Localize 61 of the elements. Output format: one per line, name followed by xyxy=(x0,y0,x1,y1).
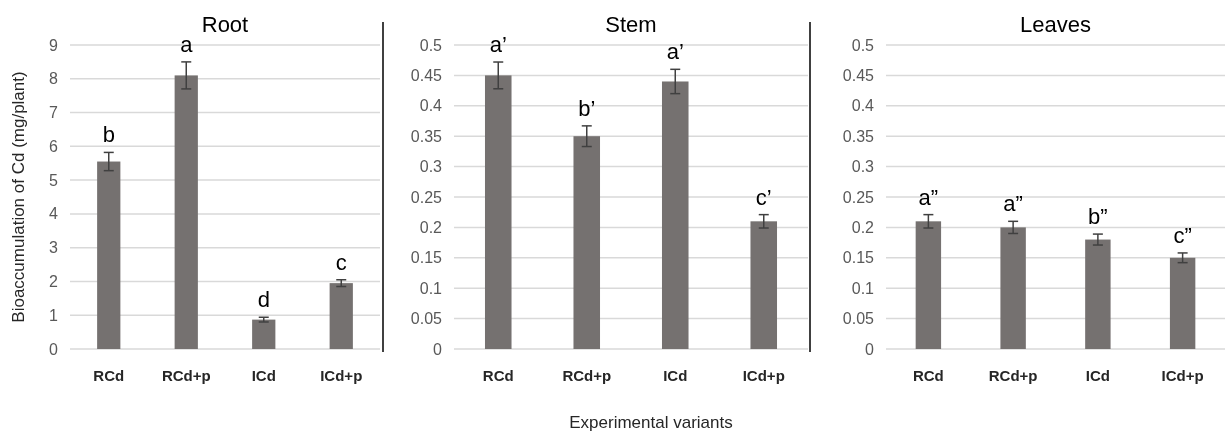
x-tick-label: ICd xyxy=(251,367,276,384)
y-tick-label: 0 xyxy=(49,340,59,358)
y-tick-label: 0.1 xyxy=(419,279,443,297)
y-tick-label: 0.05 xyxy=(842,310,875,328)
x-tick-label: RCd+p xyxy=(562,367,612,384)
x-tick-label: RCd xyxy=(482,367,514,384)
y-tick-label: 9 xyxy=(49,36,59,54)
y-tick-label: 1 xyxy=(49,306,59,324)
annotation: d xyxy=(257,287,270,313)
annotation: b xyxy=(102,122,115,148)
y-tick-label: 0.15 xyxy=(842,249,875,267)
y-tick-label: 0.5 xyxy=(851,36,875,54)
y-tick-label: 0.25 xyxy=(410,188,443,206)
annotation: c xyxy=(335,249,347,275)
x-tick-label: ICd+p xyxy=(742,367,785,384)
y-tick-label: 8 xyxy=(49,70,59,88)
y-tick-label: 0.4 xyxy=(851,97,875,115)
x-axis-title: Experimental variants xyxy=(569,413,733,432)
annotation: a’ xyxy=(666,39,684,65)
y-tick-label: 0 xyxy=(865,340,875,358)
y-tick-label: 2 xyxy=(49,273,59,291)
x-tick-label: ICd xyxy=(1085,367,1110,384)
annotation: b” xyxy=(1088,204,1108,230)
y-tick-label: 0.45 xyxy=(410,67,443,84)
y-tick-label: 7 xyxy=(49,104,59,122)
x-tick-label: ICd+p xyxy=(1161,367,1204,384)
y-tick-label: 0.3 xyxy=(851,158,875,176)
x-tick-label: RCd xyxy=(912,367,944,384)
annotation: c’ xyxy=(755,184,772,210)
x-tick-label: RCd+p xyxy=(161,367,211,384)
annotation: a xyxy=(180,31,194,57)
y-tick-label: 0.5 xyxy=(419,36,443,54)
y-tick-label: 0.2 xyxy=(419,219,443,236)
y-axis-title: Bioaccumulation of Cd (mg/plant) xyxy=(9,71,28,323)
chart-title: Leaves xyxy=(1020,12,1091,37)
y-tick-label: 0.4 xyxy=(419,97,443,115)
y-tick-label: 0.25 xyxy=(842,188,875,206)
annotation: c” xyxy=(1173,222,1192,248)
y-tick-label: 0.15 xyxy=(410,249,443,267)
y-tick-label: 0.1 xyxy=(851,279,875,297)
y-tick-label: 0.2 xyxy=(851,219,875,236)
y-tick-label: 0.35 xyxy=(410,127,443,145)
y-tick-label: 0.45 xyxy=(842,67,875,84)
chart-title: Stem xyxy=(605,12,657,37)
y-tick-label: 3 xyxy=(49,239,59,257)
x-tick-label: ICd+p xyxy=(320,367,363,384)
y-tick-label: 0.05 xyxy=(410,310,443,328)
x-tick-label: RCd+p xyxy=(988,367,1038,384)
y-tick-label: 0.35 xyxy=(842,127,875,145)
x-tick-label: RCd xyxy=(93,367,125,384)
y-tick-label: 4 xyxy=(49,205,59,223)
x-tick-label: ICd xyxy=(663,367,688,384)
annotation: a’ xyxy=(489,32,507,58)
annotation: a” xyxy=(1003,191,1023,217)
annotation: a” xyxy=(918,184,939,210)
chart-title: Root xyxy=(201,12,249,37)
y-tick-label: 0.3 xyxy=(419,158,443,176)
annotation: b’ xyxy=(578,95,596,121)
y-tick-label: 5 xyxy=(49,171,59,189)
y-tick-label: 0 xyxy=(433,340,443,358)
y-tick-label: 6 xyxy=(49,137,59,155)
